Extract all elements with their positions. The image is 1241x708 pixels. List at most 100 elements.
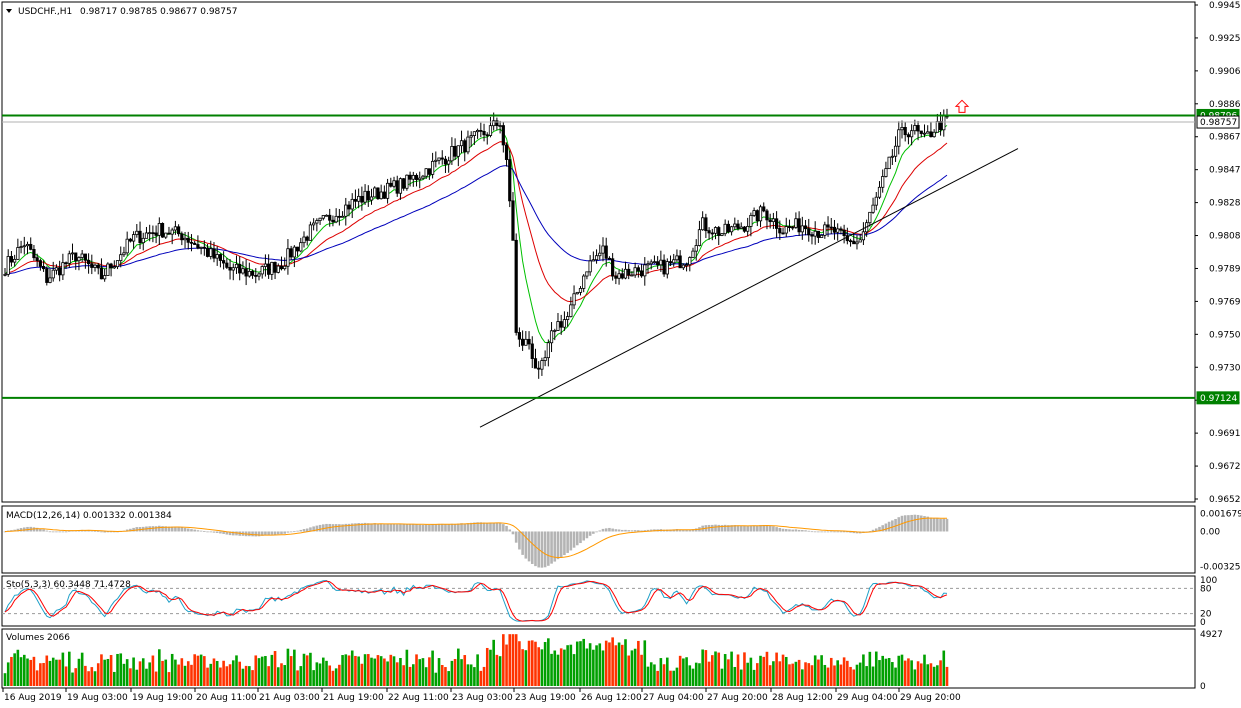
candle-body [405,174,409,189]
candle [86,253,91,274]
candle-body [125,238,129,254]
candle [623,261,628,280]
candle-body [749,214,753,227]
candle [234,255,239,274]
macd-histogram-bar [276,531,280,535]
candle-body [183,237,187,241]
candle [887,156,891,170]
candle [41,260,46,272]
volume-bar [723,654,727,686]
candle [437,157,441,165]
candle [549,322,554,353]
candle-body [916,125,920,132]
macd-histogram-bar [784,529,788,532]
macd-histogram-bar [206,531,209,533]
volume-bar [132,657,135,686]
candle-body [630,274,634,277]
candle-body [215,254,219,259]
volume-bar [897,655,901,686]
candle [231,263,235,281]
volume-bar [309,652,312,686]
candle-body [775,218,779,229]
chart-menu-triangle-icon[interactable] [6,9,12,13]
candle-body [572,293,576,306]
volume-bar [678,655,682,686]
candle [694,239,698,261]
candle-body [202,246,206,249]
candle-body [148,232,152,235]
volume-bar [26,658,29,686]
volume-bar [167,672,171,686]
volume-bar [511,634,515,686]
volume-bar [627,655,631,686]
candle-body [61,262,65,276]
macd-histogram-bar [620,529,624,532]
volume-bar [553,650,557,686]
candle-body [167,232,171,235]
volume-bar [900,654,904,686]
volume-bar [804,662,807,686]
volume-bar [48,660,52,686]
chart-header-symbol: USDCHF.,H1 [18,7,72,17]
time-tick-label: 26 Aug 12:00 [581,693,642,703]
candle-body [594,255,599,261]
candle-body [803,225,808,230]
volume-bar [103,659,106,686]
price-levels[interactable] [2,114,1195,399]
candle [141,232,145,251]
candle-body [852,240,856,245]
pane-frame-sto [1,575,1196,627]
candle-body [186,237,190,243]
candle [627,264,631,280]
candle [797,211,801,236]
candle [456,145,460,167]
volume-bar [424,667,428,686]
candle-body [212,248,216,259]
volume-bar [711,655,714,686]
macd-signal-line [4,517,947,558]
candle [755,209,759,227]
candle-body [485,134,489,137]
volume-bar [604,640,608,686]
candle [424,168,428,180]
candle-body [668,261,673,264]
candle-body [771,218,775,223]
volume-bar [788,664,791,686]
candle [733,217,737,231]
volume-bar [222,660,225,686]
candle [83,253,87,269]
candle [620,268,624,280]
volume-tick-label: 0 [1200,682,1206,692]
volume-bar [479,670,483,686]
candle [138,221,142,249]
macd-histogram-bar [711,524,714,532]
volume-bar [22,654,26,686]
candle-body [672,259,676,264]
candle-body [559,321,563,328]
candle-body [929,131,933,138]
candle-body [3,273,7,276]
volume-bar [592,649,595,686]
candle-body [810,234,814,237]
macd-histogram-bar [473,522,476,532]
candle-body [331,219,335,223]
candle [61,253,65,280]
candle [585,271,589,280]
macd-histogram-bar [96,531,100,533]
macd-histogram-bar [868,531,872,532]
candle-body [871,204,875,213]
macd-histogram-bar [231,531,235,536]
volume-bar [10,656,13,686]
macd-histogram-bar [395,524,399,532]
volume-bar [495,654,499,686]
candle-body [729,226,734,233]
macd-tick-label: -0.003253 [1200,562,1241,572]
candle [803,219,808,236]
volume-bar [141,658,145,686]
candle [630,271,634,277]
candle [167,226,171,235]
volume-bar [286,648,290,686]
candle [376,187,380,200]
macd-histogram-bar [685,529,688,532]
